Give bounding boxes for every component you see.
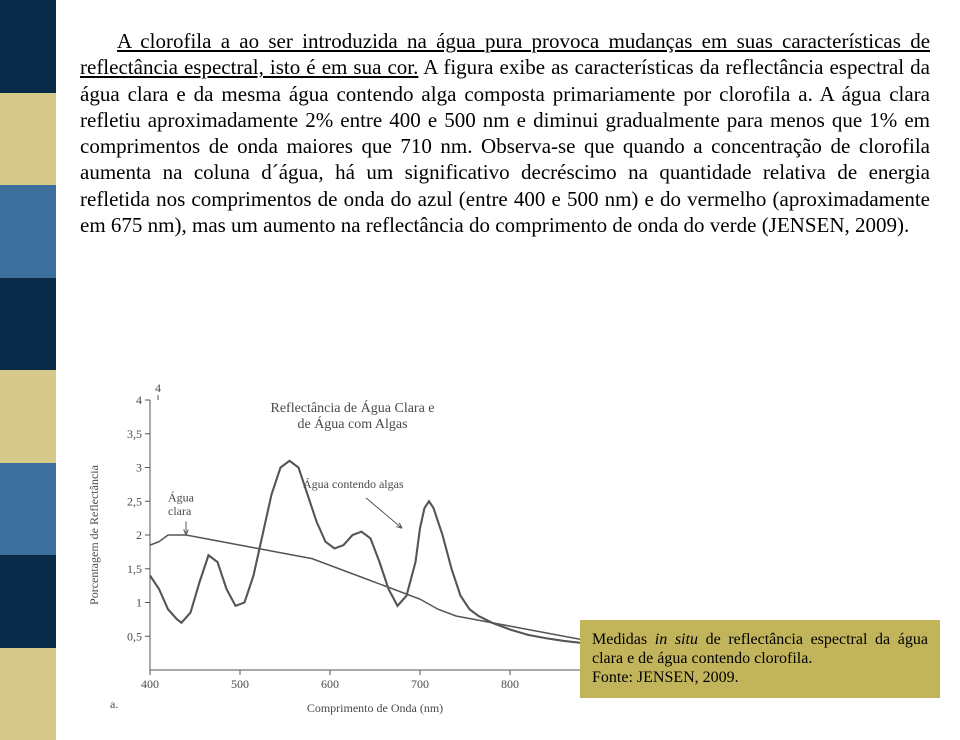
svg-text:700: 700 bbox=[411, 677, 429, 691]
sidebar-block bbox=[0, 93, 56, 186]
sidebar-block bbox=[0, 555, 56, 648]
caption-italic: in situ bbox=[655, 631, 698, 648]
main-text: A clorofila a ao ser introduzida na água… bbox=[80, 28, 930, 238]
svg-text:500: 500 bbox=[231, 677, 249, 691]
svg-text:3: 3 bbox=[136, 461, 142, 475]
svg-text:Comprimento de Onda (nm): Comprimento de Onda (nm) bbox=[307, 701, 443, 715]
sidebar-block bbox=[0, 0, 56, 93]
svg-text:4: 4 bbox=[155, 381, 161, 395]
svg-text:Porcentagem de Reflectância: Porcentagem de Reflectância bbox=[87, 464, 101, 605]
reflectance-chart: 0,511,522,533,54400500600700800900Compri… bbox=[80, 380, 620, 720]
caption-source: Fonte: JENSEN, 2009. bbox=[592, 669, 739, 686]
svg-text:Água: Água bbox=[168, 490, 195, 504]
svg-text:3,5: 3,5 bbox=[127, 427, 142, 441]
slide-sidebar bbox=[0, 0, 56, 740]
svg-text:de Água com Algas: de Água com Algas bbox=[297, 415, 407, 432]
caption-text: Medidas bbox=[592, 631, 655, 648]
sidebar-block bbox=[0, 370, 56, 463]
svg-text:2,5: 2,5 bbox=[127, 494, 142, 508]
svg-text:a.: a. bbox=[110, 697, 118, 711]
chart-svg: 0,511,522,533,54400500600700800900Compri… bbox=[80, 380, 620, 720]
svg-text:800: 800 bbox=[501, 677, 519, 691]
svg-text:1,5: 1,5 bbox=[127, 562, 142, 576]
sidebar-block bbox=[0, 463, 56, 556]
figure-caption: Medidas in situ de reflectância espectra… bbox=[580, 620, 940, 698]
svg-text:4: 4 bbox=[136, 393, 142, 407]
svg-text:1: 1 bbox=[136, 596, 142, 610]
svg-text:Água contendo algas: Água contendo algas bbox=[303, 477, 404, 491]
svg-text:600: 600 bbox=[321, 677, 339, 691]
sidebar-block bbox=[0, 185, 56, 278]
paragraph: A clorofila a ao ser introduzida na água… bbox=[80, 28, 930, 238]
svg-text:400: 400 bbox=[141, 677, 159, 691]
svg-text:Reflectância de Água Clara e: Reflectância de Água Clara e bbox=[270, 399, 434, 416]
body-text: A figura exibe as características da ref… bbox=[80, 55, 930, 237]
sidebar-block bbox=[0, 648, 56, 740]
svg-text:0,5: 0,5 bbox=[127, 629, 142, 643]
svg-text:clara: clara bbox=[168, 504, 192, 518]
svg-text:2: 2 bbox=[136, 528, 142, 542]
sidebar-block bbox=[0, 278, 56, 371]
